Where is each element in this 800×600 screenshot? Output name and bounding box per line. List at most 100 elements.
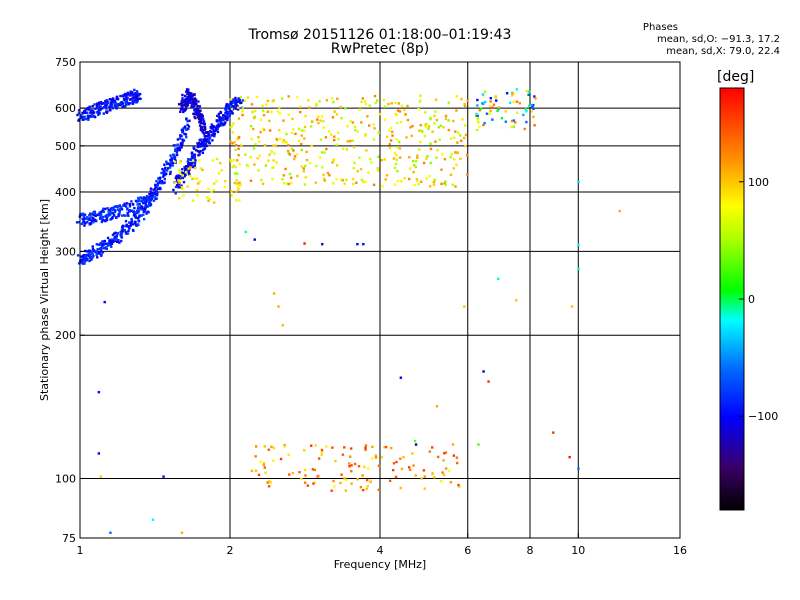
- data-point: [483, 90, 487, 94]
- data-point: [210, 190, 213, 194]
- data-point: [285, 141, 289, 144]
- chart-title-line1: Tromsø 20151126 01:18:00–01:19:43: [248, 27, 512, 43]
- data-point: [223, 114, 226, 117]
- data-point: [164, 166, 167, 170]
- data-point: [110, 98, 113, 102]
- data-point: [281, 177, 284, 181]
- data-point: [331, 116, 335, 119]
- data-point: [427, 127, 430, 130]
- data-point: [394, 162, 398, 166]
- data-point: [489, 100, 492, 103]
- data-point: [356, 170, 360, 173]
- data-point: [181, 129, 185, 132]
- data-point: [185, 88, 189, 91]
- data-point: [99, 247, 103, 251]
- data-point: [618, 209, 621, 213]
- data-point: [82, 212, 85, 216]
- data-point: [216, 127, 219, 131]
- data-point: [95, 243, 99, 246]
- data-point: [432, 183, 436, 186]
- data-point: [330, 489, 333, 492]
- data-point: [219, 124, 222, 127]
- data-point: [510, 125, 513, 129]
- data-point: [189, 174, 192, 178]
- data-point: [361, 97, 364, 100]
- data-point: [322, 120, 325, 123]
- data-point: [303, 125, 307, 129]
- data-point: [186, 123, 189, 127]
- data-point: [172, 153, 176, 157]
- data-point: [530, 103, 534, 107]
- data-point: [99, 249, 103, 253]
- data-point: [408, 156, 411, 159]
- data-point: [417, 107, 420, 111]
- data-point: [193, 109, 196, 112]
- data-point: [184, 98, 188, 101]
- data-point: [232, 98, 235, 101]
- data-point: [329, 133, 333, 136]
- data-point: [84, 249, 87, 253]
- data-point: [176, 176, 179, 179]
- data-point: [463, 103, 466, 106]
- data-point: [476, 104, 479, 107]
- data-point: [455, 163, 458, 167]
- data-point: [163, 173, 167, 177]
- data-point: [232, 159, 235, 162]
- data-point: [162, 169, 166, 172]
- data-point: [110, 105, 113, 108]
- data-point: [149, 203, 153, 206]
- data-point: [253, 238, 256, 241]
- data-point: [398, 147, 402, 150]
- data-point: [120, 206, 123, 209]
- data-point: [333, 485, 336, 488]
- data-point: [226, 110, 229, 114]
- data-point: [350, 470, 353, 473]
- data-point: [92, 217, 95, 220]
- data-point: [219, 116, 222, 119]
- data-point: [130, 220, 134, 223]
- data-point: [154, 184, 157, 187]
- data-point: [249, 156, 253, 159]
- data-point: [121, 105, 124, 109]
- data-point: [130, 200, 133, 203]
- data-point: [254, 445, 258, 448]
- data-point: [309, 161, 312, 165]
- data-point: [197, 100, 200, 103]
- x-tick-label: 2: [227, 544, 234, 557]
- data-point: [313, 468, 316, 472]
- data-point: [118, 241, 121, 244]
- data-point: [191, 159, 195, 162]
- data-point: [120, 239, 123, 243]
- data-point: [303, 242, 306, 245]
- data-point: [134, 215, 137, 218]
- data-point: [380, 456, 384, 459]
- data-point: [512, 119, 516, 122]
- data-point: [364, 446, 367, 450]
- data-point: [432, 180, 436, 184]
- data-point: [137, 206, 141, 209]
- data-point: [108, 108, 112, 112]
- data-point: [112, 208, 116, 211]
- data-point: [235, 199, 238, 202]
- data-point: [178, 137, 182, 140]
- data-point: [358, 156, 361, 159]
- data-point: [153, 192, 156, 196]
- data-point: [374, 454, 378, 457]
- data-point: [91, 110, 94, 114]
- data-point: [310, 120, 314, 123]
- data-point: [496, 277, 500, 281]
- data-point: [217, 124, 221, 127]
- chart-title-line2: RwPretec (8p): [330, 41, 430, 57]
- data-point: [77, 221, 81, 224]
- data-point: [168, 163, 172, 166]
- data-point: [233, 181, 236, 185]
- data-point: [238, 100, 241, 103]
- data-point: [200, 144, 203, 147]
- data-point: [183, 175, 186, 178]
- data-point: [144, 205, 148, 208]
- data-point: [239, 184, 242, 187]
- data-point: [319, 119, 322, 122]
- data-point: [152, 199, 156, 202]
- data-point: [178, 168, 181, 172]
- data-point: [243, 99, 247, 103]
